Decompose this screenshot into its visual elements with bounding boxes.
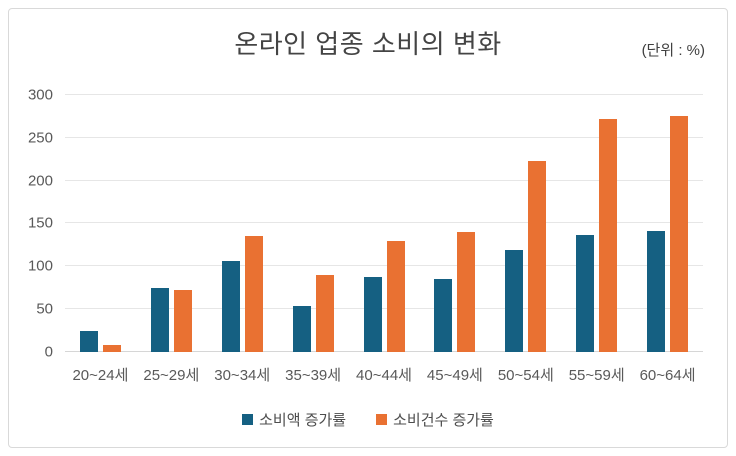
bar-group-25~29세 <box>136 95 207 352</box>
bar-group-45~49세 <box>419 95 490 352</box>
bar-소비건수 증가률-55~59세 <box>599 119 618 352</box>
bar-소비건수 증가률-50~54세 <box>528 161 547 352</box>
gridline-100 <box>65 265 703 266</box>
bar-소비액 증가률-55~59세 <box>576 235 595 352</box>
bar-group-20~24세 <box>65 95 136 352</box>
title-row: 온라인 업종 소비의 변화 (단위 : %) <box>9 27 727 61</box>
bar-소비액 증가률-25~29세 <box>150 288 169 352</box>
y-tick-label: 100 <box>27 257 53 275</box>
y-tick-label: 150 <box>27 214 53 232</box>
bar-소비건수 증가률-40~44세 <box>386 241 405 352</box>
bar-소비액 증가률-40~44세 <box>363 277 382 352</box>
x-axis-label: 25~29세 <box>143 367 200 384</box>
x-axis-label: 40~44세 <box>356 367 412 384</box>
unit-label: (단위 : %) <box>641 42 705 59</box>
bar-소비건수 증가률-25~29세 <box>173 290 192 352</box>
legend-swatch-icon <box>376 414 388 425</box>
bar-series <box>65 95 703 352</box>
gridline-150 <box>65 222 703 223</box>
bar-group-35~39세 <box>278 95 349 352</box>
legend-label: 소비액 증가률 <box>259 412 347 429</box>
x-axis-label: 45~49세 <box>426 367 483 384</box>
legend-label: 소비건수 증가률 <box>393 412 494 429</box>
bar-소비건수 증가률-35~39세 <box>315 275 334 352</box>
bar-소비액 증가률-45~49세 <box>434 279 453 352</box>
gridline-300 <box>65 94 703 95</box>
bar-group-60~64세 <box>632 95 703 352</box>
bar-소비액 증가률-60~64세 <box>647 231 666 352</box>
bar-소비액 증가률-50~54세 <box>505 250 524 352</box>
x-axis-labels: 20~24세 25~29세 30~34세 35~39세 40~44세 45~49세 50~5… <box>65 364 703 385</box>
plot-area: 0 50 100 150 200 250 300 <box>28 87 703 361</box>
bar-group-50~54세 <box>490 95 561 352</box>
x-axis-label: 60~64세 <box>639 367 696 384</box>
chart-title: 온라인 업종 소비의 변화 <box>234 29 502 59</box>
y-tick-label: 250 <box>27 129 53 147</box>
x-axis-label: 20~24세 <box>72 367 129 384</box>
bar-group-55~59세 <box>561 95 632 352</box>
bar-소비건수 증가률-60~64세 <box>670 116 689 352</box>
legend-swatch-icon <box>242 414 254 425</box>
bar-소비액 증가률-20~24세 <box>79 331 98 352</box>
bar-소비액 증가률-35~39세 <box>292 306 311 352</box>
legend: 소비액 증가률 소비건수 증가률 <box>9 409 727 430</box>
bar-소비건수 증가률-45~49세 <box>457 232 476 352</box>
bar-group-30~34세 <box>207 95 278 352</box>
y-tick-label: 50 <box>36 300 53 318</box>
legend-item-소비액 증가률: 소비액 증가률 <box>242 409 346 430</box>
bar-group-40~44세 <box>349 95 420 352</box>
x-axis-label: 30~34세 <box>214 367 271 384</box>
gridline-50 <box>65 308 703 309</box>
chart-frame: 온라인 업종 소비의 변화 (단위 : %) 0 50 100 150 200 250 30… <box>8 8 728 448</box>
x-axis-label: 55~59세 <box>568 367 625 384</box>
legend-item-소비건수 증가률: 소비건수 증가률 <box>376 409 494 430</box>
y-tick-label: 200 <box>27 172 53 190</box>
bar-소비건수 증가률-20~24세 <box>102 345 121 352</box>
gridline-250 <box>65 137 703 138</box>
bar-소비건수 증가률-30~34세 <box>244 236 263 352</box>
y-tick-label: 300 <box>27 86 53 104</box>
gridline-200 <box>65 180 703 181</box>
bar-소비액 증가률-30~34세 <box>221 261 240 352</box>
x-axis-label: 50~54세 <box>497 367 554 384</box>
y-tick-label: 0 <box>44 343 53 361</box>
x-axis-label: 35~39세 <box>285 367 342 384</box>
gridline-0 <box>65 351 703 352</box>
